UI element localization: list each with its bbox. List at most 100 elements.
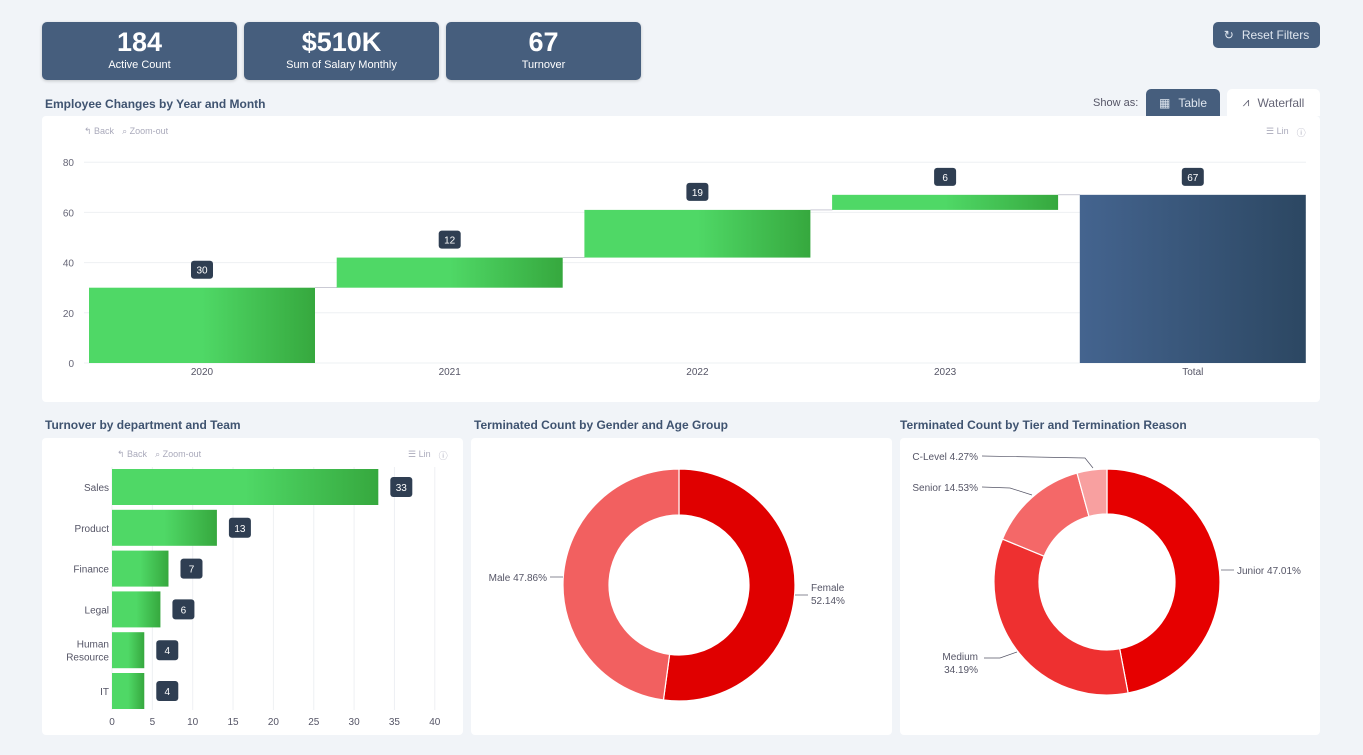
- waterfall-toggle[interactable]: ⩘ Waterfall: [1227, 89, 1320, 116]
- reset-label: Reset Filters: [1241, 28, 1310, 42]
- x-tick-label: 15: [227, 717, 239, 728]
- slice-label: C-Level 4.27%: [912, 452, 978, 463]
- data-label: 12: [444, 236, 456, 247]
- y-tick-label: Product: [75, 524, 110, 535]
- data-label: 33: [396, 483, 408, 494]
- dept-bar: [112, 673, 145, 709]
- waterfall-chart: 0 20 40 60 80 30 2020 12 2021 19 2022 6 2023 67 Total: [63, 158, 1306, 378]
- y-tick-label: Sales: [84, 483, 109, 494]
- donut-slice: [993, 538, 1129, 696]
- x-tick-label: 2021: [439, 367, 462, 378]
- x-tick-label: 2022: [686, 367, 709, 378]
- waterfall-label: Waterfall: [1257, 95, 1305, 110]
- dept-bar: [112, 550, 169, 587]
- kpi-label: Turnover: [521, 59, 566, 71]
- x-tick-label: 30: [349, 717, 361, 728]
- data-label: 7: [189, 565, 195, 576]
- waterfall-bar: [1079, 194, 1306, 363]
- data-label: 30: [196, 266, 208, 277]
- reset-icon: ↻: [1223, 28, 1234, 42]
- data-label-bg: [172, 599, 195, 620]
- back-button[interactable]: ↰ Back: [117, 449, 148, 459]
- x-tick-label: 0: [109, 717, 115, 728]
- data-label: 67: [1187, 173, 1199, 184]
- y-tick-label: 20: [63, 309, 75, 320]
- y-tick-label: Finance: [73, 565, 109, 576]
- kpi-value: 67: [528, 27, 559, 57]
- waterfall-icon: ⩘: [1242, 95, 1250, 109]
- kpi-value: $510K: [301, 27, 382, 57]
- show-as-label: Show as:: [1093, 97, 1139, 109]
- waterfall-title: Employee Changes by Year and Month: [45, 97, 266, 111]
- waterfall-bar: [832, 194, 1059, 210]
- donut-slice: [1001, 472, 1090, 557]
- gender-title: Terminated Count by Gender and Age Group: [474, 418, 729, 432]
- donut-slice: [1076, 468, 1108, 518]
- slice-label: 34.19%: [944, 665, 978, 676]
- info-icon[interactable]: ⓘ: [1296, 128, 1306, 138]
- y-tick-label: IT: [100, 687, 109, 698]
- bottom-charts: 0 5 10 15 20 25 30 35 40 Sales 33 Product 13 Finance 7…: [66, 452, 1301, 728]
- slice-label: Senior 14.53%: [912, 483, 978, 494]
- x-tick-label: 20: [268, 717, 280, 728]
- data-label: 6: [181, 605, 187, 616]
- back-button[interactable]: ↰ Back: [84, 126, 115, 136]
- dept-bar: [112, 632, 145, 669]
- dept-bar: [112, 591, 161, 628]
- y-tick-label: 80: [63, 158, 75, 169]
- data-label: 4: [164, 646, 170, 657]
- kpi-value: 184: [116, 27, 163, 57]
- zoom-out-button[interactable]: ⌕ Zoom-out: [155, 449, 202, 459]
- data-label-bg: [1181, 167, 1204, 186]
- slice-label: Female: [811, 583, 845, 594]
- table-toggle[interactable]: ▦ Table: [1146, 89, 1220, 116]
- dept-bar: [112, 469, 379, 505]
- y-tick-label: Legal: [85, 605, 109, 616]
- kpi-label: Sum of Salary Monthly: [286, 59, 397, 71]
- data-label-bg: [934, 167, 957, 186]
- data-label-bg: [228, 517, 251, 538]
- x-tick-label: Total: [1182, 367, 1203, 378]
- data-label-bg: [390, 477, 413, 497]
- slice-label: Male 47.86%: [489, 573, 547, 584]
- x-tick-label: 35: [389, 717, 401, 728]
- kpi-label: Active Count: [108, 59, 171, 71]
- y-tick-label: Human: [77, 640, 109, 651]
- donut-slice: [662, 468, 796, 702]
- tier-title: Terminated Count by Tier and Termination…: [900, 418, 1187, 432]
- data-label: 4: [164, 687, 170, 698]
- x-tick-label: 2023: [934, 367, 957, 378]
- reset-filters-button[interactable]: ↻ Reset Filters: [1213, 22, 1320, 48]
- kpi-salary: $510K Sum of Salary Monthly: [244, 22, 439, 80]
- x-tick-label: 25: [308, 717, 320, 728]
- table-icon: ▦: [1158, 95, 1171, 110]
- x-tick-label: 40: [429, 717, 441, 728]
- waterfall-bar: [584, 209, 811, 258]
- data-label-bg: [191, 260, 213, 279]
- y-tick-label: 60: [63, 208, 75, 219]
- slice-label: Junior 47.01%: [1237, 566, 1301, 577]
- data-label: 13: [234, 524, 246, 535]
- y-tick-label: Resource: [66, 653, 109, 664]
- lin-button[interactable]: ☰ Lin: [1266, 126, 1289, 136]
- lin-button[interactable]: ☰ Lin: [408, 449, 431, 459]
- waterfall-bar: [89, 287, 315, 363]
- y-tick-label: 0: [68, 359, 74, 370]
- leader-line: [981, 486, 1033, 496]
- table-label: Table: [1178, 95, 1208, 110]
- x-tick-label: 10: [187, 717, 199, 728]
- zoom-out-button[interactable]: ⌕ Zoom-out: [122, 126, 169, 136]
- dept-bar: [112, 509, 217, 546]
- data-label-bg: [156, 640, 179, 661]
- x-tick-label: 5: [150, 717, 156, 728]
- leader-line: [981, 455, 1094, 469]
- leader-line: [984, 651, 1018, 659]
- data-label-bg: [686, 182, 709, 201]
- waterfall-bar: [336, 257, 563, 288]
- slice-label: 52.14%: [811, 596, 845, 607]
- data-label: 6: [942, 173, 948, 184]
- data-label-bg: [156, 681, 179, 701]
- x-tick-label: 2020: [191, 367, 214, 378]
- info-icon[interactable]: ⓘ: [438, 451, 448, 461]
- slice-label: Medium: [942, 652, 978, 663]
